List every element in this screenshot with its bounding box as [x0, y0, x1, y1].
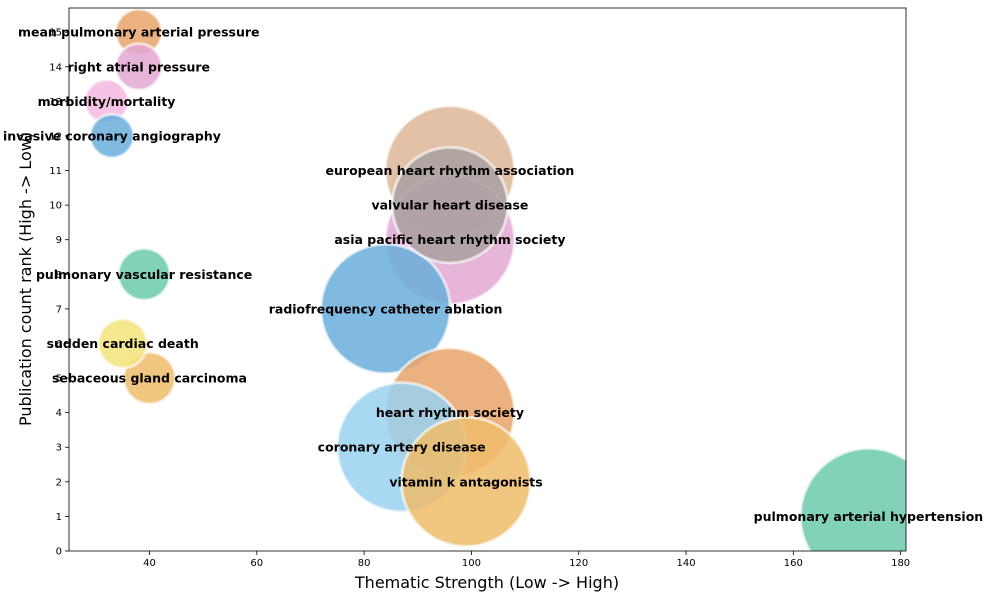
bubble — [399, 415, 533, 548]
bubble-label: coronary artery disease — [318, 440, 486, 455]
x-tick-label: 120 — [569, 558, 588, 569]
bubble-label: heart rhythm society — [376, 405, 524, 420]
bubble-label: vitamin k antagonists — [389, 474, 542, 489]
y-tick-label: 14 — [49, 62, 62, 73]
y-tick-label: 13 — [49, 97, 62, 108]
bubble-label-layer: mean pulmonary arterial pressure right at… — [3, 25, 983, 524]
y-tick-label: 4 — [56, 408, 62, 419]
bubble-label: asia pacific heart rhythm society — [334, 232, 565, 247]
bubble-label: pulmonary vascular resistance — [36, 267, 252, 282]
y-tick-label: 6 — [56, 339, 62, 350]
x-tick-label: 140 — [676, 558, 695, 569]
bubble-label: sudden cardiac death — [47, 336, 199, 351]
y-tick-label: 10 — [49, 201, 62, 212]
x-tick-label: 180 — [891, 558, 910, 569]
bubble-label: morbidity/mortality — [38, 94, 176, 109]
bubble — [96, 317, 149, 370]
y-tick-label: 7 — [56, 304, 62, 315]
plot-frame — [68, 7, 907, 552]
y-tick-label: 5 — [56, 374, 62, 385]
y-tick-label: 3 — [56, 443, 62, 454]
bubble-label: sebaceous gland carcinoma — [52, 371, 247, 386]
y-tick-label: 11 — [49, 166, 62, 177]
bubble-label: radiofrequency catheter ablation — [269, 301, 503, 316]
y-tick-label: 9 — [56, 235, 62, 246]
x-axis: 40 60 80 100 120 140 160 180 — [143, 551, 910, 569]
x-tick-label: 160 — [784, 558, 803, 569]
bubble-label: valvular heart disease — [371, 198, 528, 213]
bubble — [319, 242, 452, 375]
bubble — [798, 446, 906, 551]
y-tick-label: 1 — [56, 512, 62, 523]
bubble-label: pulmonary arterial hypertension — [754, 509, 984, 524]
bubble-label: right atrial pressure — [67, 59, 210, 74]
x-axis-title: Thematic Strength (Low -> High) — [354, 573, 619, 592]
x-tick-label: 40 — [143, 558, 156, 569]
y-axis-title: Publication count rank (High -> Low) — [16, 132, 35, 426]
bubble — [116, 246, 172, 302]
y-tick-label: 2 — [56, 477, 62, 488]
y-tick-label: 8 — [56, 270, 62, 281]
bubble-label: invasive coronary angiography — [3, 128, 221, 143]
y-tick-label: 12 — [49, 131, 62, 142]
bubble — [114, 42, 164, 92]
bubble — [390, 145, 510, 265]
bubble — [88, 112, 136, 160]
x-tick-label: 80 — [358, 558, 371, 569]
bubble-label: mean pulmonary arterial pressure — [18, 25, 260, 40]
bubble-label: european heart rhythm association — [326, 163, 575, 178]
y-tick-label: 15 — [49, 28, 62, 39]
bubble-layer — [83, 8, 906, 551]
x-tick-label: 100 — [462, 558, 481, 569]
x-tick-label: 60 — [250, 558, 263, 569]
y-tick-label: 0 — [56, 547, 62, 558]
